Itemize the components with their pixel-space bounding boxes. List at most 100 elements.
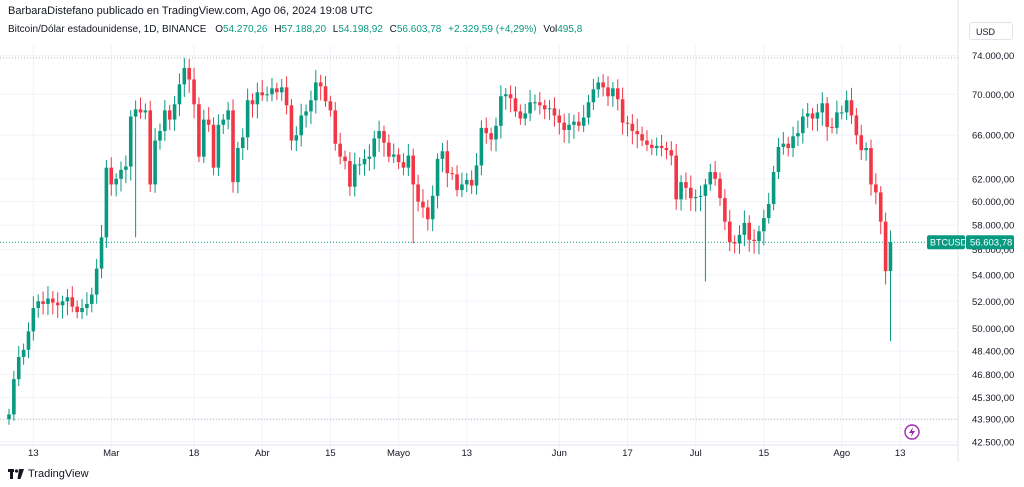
- candle-body: [445, 151, 450, 174]
- candle-body: [216, 124, 221, 168]
- candle-body: [839, 112, 844, 114]
- candle-body: [60, 301, 65, 306]
- candle-body: [518, 111, 523, 119]
- candle-body: [484, 127, 489, 134]
- candle-body: [309, 100, 313, 112]
- candle-body: [104, 167, 109, 238]
- time-tick-label: 17: [622, 448, 633, 459]
- candle-body: [606, 87, 610, 97]
- lightning-icon[interactable]: [904, 424, 920, 440]
- candle-body: [849, 100, 854, 116]
- candle-body: [16, 357, 21, 380]
- candle-body: [552, 108, 557, 116]
- price-tick-label: 62.000,00: [972, 174, 1014, 185]
- candle-body: [411, 155, 416, 185]
- time-tick-label: 15: [325, 448, 336, 459]
- candle-body: [55, 302, 60, 306]
- candle-body: [387, 142, 391, 157]
- candle-body: [41, 301, 45, 304]
- candle-body: [167, 110, 172, 120]
- candle-body: [878, 192, 883, 222]
- candle-body: [708, 172, 713, 185]
- candle-body: [128, 116, 133, 167]
- candle-body: [94, 268, 99, 295]
- candle-body: [601, 82, 605, 88]
- candle-body: [718, 178, 722, 199]
- candle-body: [844, 100, 849, 113]
- candle-body: [328, 101, 333, 111]
- candle-body: [762, 218, 766, 232]
- candle-body: [304, 111, 308, 116]
- candle-body: [255, 92, 260, 105]
- currency-button[interactable]: USD: [969, 22, 1013, 40]
- candle-body: [148, 110, 153, 185]
- candle-body: [591, 89, 596, 103]
- candle-body: [479, 127, 484, 166]
- high-value: 57.188,20: [281, 24, 327, 35]
- candle-body: [26, 331, 31, 350]
- footer-brand-text: TradingView: [28, 468, 89, 480]
- candle-body: [406, 155, 411, 168]
- candle-body: [7, 414, 11, 420]
- candle-body: [562, 122, 566, 130]
- candle-body: [197, 104, 201, 157]
- price-tick-label: 58.000,00: [972, 221, 1014, 232]
- candle-body: [640, 134, 644, 141]
- candle-body: [245, 100, 250, 138]
- price-tick-label: 42.500,00: [972, 437, 1014, 448]
- candle-body: [630, 123, 635, 132]
- high-label: H: [274, 24, 282, 35]
- candle-body: [776, 146, 781, 173]
- candle-body: [503, 94, 508, 97]
- candle-body: [825, 103, 829, 127]
- last-price-tag: BTCUSD 56.603,78: [0, 235, 1014, 250]
- candle-body: [372, 138, 377, 157]
- candle-body: [766, 203, 771, 219]
- symbol-name[interactable]: Bitcoin/Dólar estadounidense, 1D, BINANC…: [8, 24, 207, 35]
- price-tick-label: 48.400,00: [972, 347, 1014, 358]
- candle-body: [265, 94, 269, 96]
- candle-body: [596, 82, 601, 90]
- candle-body: [357, 164, 362, 166]
- candle-body: [815, 112, 820, 119]
- candle-body: [124, 166, 128, 170]
- candle-body: [382, 131, 386, 143]
- volume-label: Vol: [543, 24, 558, 35]
- candle-body: [352, 164, 357, 187]
- candle-body: [279, 87, 284, 93]
- candle-body: [119, 169, 123, 179]
- candle-body: [182, 67, 187, 85]
- candle-body: [367, 156, 372, 159]
- candle-body: [810, 113, 815, 119]
- open-label: O: [215, 24, 223, 35]
- candle-body: [771, 172, 776, 204]
- candle-body: [557, 115, 562, 123]
- candle-body: [284, 87, 289, 106]
- candle-body: [460, 184, 464, 191]
- candle-body: [333, 110, 338, 144]
- candle-body: [586, 102, 591, 118]
- candle-body: [805, 113, 810, 117]
- price-axis[interactable]: 74.000,00 70.000,00 66.000,00 62.000,00 60.0…: [957, 0, 1014, 462]
- symbol-tag-text: BTCUSD: [930, 238, 968, 248]
- footer-brand[interactable]: TradingView: [8, 468, 89, 480]
- candle-body: [835, 112, 839, 128]
- candle-body: [737, 234, 742, 244]
- time-tick-label: 13: [461, 448, 472, 459]
- candle-body: [187, 67, 191, 80]
- candle-body: [250, 100, 255, 105]
- candle-body: [240, 137, 245, 149]
- candle-body: [377, 131, 381, 139]
- time-tick-label: 13: [895, 448, 906, 459]
- candle-body: [464, 179, 469, 185]
- candle-body: [528, 102, 532, 114]
- time-axis[interactable]: 13 Mar 18 Abr 15 Mayo 13 Jun 17 Jul 15 Ago 13: [0, 444, 958, 459]
- candle-body: [615, 88, 620, 100]
- candle-body: [469, 179, 474, 186]
- candle-body: [440, 151, 445, 159]
- candle-body: [143, 110, 148, 113]
- candle-body: [523, 113, 528, 119]
- price-tick-label: 70.000,00: [972, 90, 1014, 101]
- low-label: L: [332, 24, 339, 35]
